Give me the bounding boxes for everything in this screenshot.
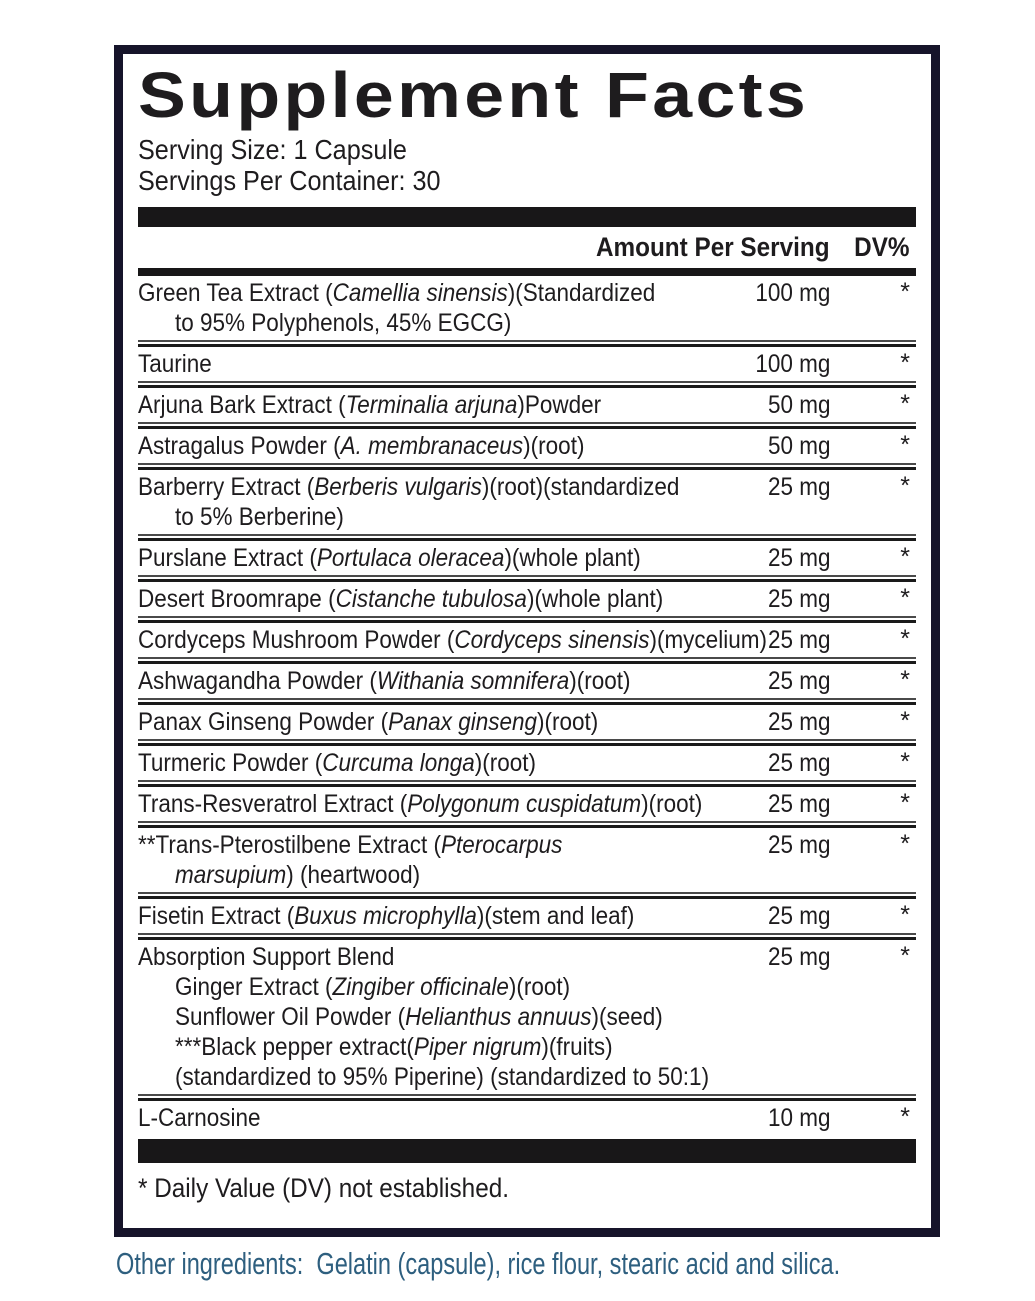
ingredient-amount: 25 mg (767, 748, 830, 777)
servings-per-container: Servings Per Container: 30 (138, 164, 441, 196)
daily-value-footnote: * Daily Value (DV) not established. (138, 1172, 509, 1203)
ingredient-amount: 50 mg (767, 390, 830, 419)
row-separator (138, 339, 916, 347)
row-separator (138, 615, 916, 623)
ingredient-dv: * (900, 1102, 910, 1131)
table-row: Desert Broomrape (Cistanche tubulosa)(wh… (138, 582, 916, 616)
table-row: Turmeric Powder (Curcuma longa)(root) 25 … (138, 746, 916, 780)
ingredient-name: Desert Broomrape (Cistanche tubulosa)(wh… (138, 584, 664, 613)
ingredient-name: Cordyceps Mushroom Powder (Cordyceps sin… (138, 625, 767, 654)
row-separator (138, 380, 916, 388)
ingredient-amount: 25 mg (767, 666, 830, 695)
row-separator (138, 891, 916, 899)
ingredient-name: L-Carnosine (138, 1103, 261, 1132)
ingredient-amount: 25 mg (767, 901, 830, 930)
table-row: Fisetin Extract (Buxus microphylla)(stem… (138, 899, 916, 933)
column-header-amount: Amount Per Serving (596, 231, 830, 262)
supplement-facts-panel: Supplement Facts Serving Size: 1 Capsule… (114, 45, 940, 1237)
ingredient-dv: * (900, 706, 910, 735)
ingredient-name: Taurine (138, 349, 212, 378)
ingredient-name: Trans-Resveratrol Extract (Polygonum cus… (138, 789, 703, 818)
row-separator (138, 738, 916, 746)
ingredient-dv: * (900, 747, 910, 776)
other-ingredients: Other ingredients: Gelatin (capsule), ri… (116, 1246, 841, 1281)
label-title: Supplement Facts (138, 59, 810, 131)
ingredient-dv: * (900, 542, 910, 571)
ingredient-dv: * (900, 624, 910, 653)
row-separator (138, 779, 916, 787)
ingredient-name: Purslane Extract (Portulaca oleracea)(wh… (138, 543, 641, 572)
ingredient-dv: * (900, 583, 910, 612)
ingredient-name: Absorption Support Blend Ginger Extract (… (138, 942, 710, 1091)
ingredient-dv: * (900, 277, 910, 306)
ingredient-dv: * (900, 941, 910, 970)
ingredient-amount: 100 mg (754, 278, 830, 307)
table-row: Cordyceps Mushroom Powder (Cordyceps sin… (138, 623, 916, 657)
ingredient-amount: 25 mg (767, 830, 830, 859)
ingredient-dv: * (900, 389, 910, 418)
row-separator (138, 533, 916, 541)
ingredient-dv: * (900, 788, 910, 817)
ingredient-name: Turmeric Powder (Curcuma longa)(root) (138, 748, 537, 777)
row-separator (138, 1093, 916, 1101)
ingredient-amount: 25 mg (767, 543, 830, 572)
row-separator (138, 932, 916, 940)
ingredient-rows: Green Tea Extract (Camellia sinensis)(St… (138, 276, 916, 1135)
ingredient-dv: * (900, 900, 910, 929)
table-header: Amount Per Serving DV% (138, 227, 916, 268)
ingredient-dv: * (900, 665, 910, 694)
ingredient-name: **Trans-Pterostilbene Extract (Pterocarp… (138, 830, 563, 889)
ingredient-dv: * (900, 829, 910, 858)
table-row: Barberry Extract (Berberis vulgaris)(roo… (138, 470, 916, 534)
table-row: Purslane Extract (Portulaca oleracea)(wh… (138, 541, 916, 575)
table-row: Panax Ginseng Powder (Panax ginseng)(roo… (138, 705, 916, 739)
table-row: Trans-Resveratrol Extract (Polygonum cus… (138, 787, 916, 821)
ingredient-amount: 10 mg (767, 1103, 830, 1132)
serving-size: Serving Size: 1 Capsule (138, 134, 407, 166)
table-row: **Trans-Pterostilbene Extract (Pterocarp… (138, 828, 916, 892)
row-separator (138, 820, 916, 828)
table-row: Ashwagandha Powder (Withania somnifera)(… (138, 664, 916, 698)
divider-bar-bottom (138, 1138, 916, 1163)
table-row: Green Tea Extract (Camellia sinensis)(St… (138, 276, 916, 340)
row-separator (138, 421, 916, 429)
ingredient-name: Fisetin Extract (Buxus microphylla)(stem… (138, 901, 635, 930)
ingredient-name: Barberry Extract (Berberis vulgaris)(roo… (138, 472, 680, 531)
header-underline-bar (138, 267, 916, 276)
ingredient-dv: * (900, 471, 910, 500)
row-separator (138, 697, 916, 705)
ingredient-amount: 25 mg (767, 707, 830, 736)
table-row: Arjuna Bark Extract (Terminalia arjuna)P… (138, 388, 916, 422)
table-row: Astragalus Powder (A. membranaceus)(root… (138, 429, 916, 463)
ingredient-amount: 25 mg (767, 472, 830, 501)
ingredient-amount: 25 mg (767, 942, 830, 971)
ingredient-name: Ashwagandha Powder (Withania somnifera)(… (138, 666, 631, 695)
ingredient-name: Green Tea Extract (Camellia sinensis)(St… (138, 278, 656, 337)
table-row: Absorption Support Blend Ginger Extract (… (138, 940, 916, 1094)
row-separator (138, 574, 916, 582)
column-header-dv: DV% (854, 231, 910, 262)
ingredient-amount: 50 mg (767, 431, 830, 460)
ingredient-dv: * (900, 430, 910, 459)
row-separator (138, 656, 916, 664)
table-row: L-Carnosine 10 mg * (138, 1101, 916, 1135)
ingredient-name: Arjuna Bark Extract (Terminalia arjuna)P… (138, 390, 602, 419)
ingredient-amount: 25 mg (767, 789, 830, 818)
row-separator (138, 462, 916, 470)
ingredient-amount: 100 mg (754, 349, 830, 378)
ingredient-name: Panax Ginseng Powder (Panax ginseng)(roo… (138, 707, 599, 736)
ingredient-dv: * (900, 348, 910, 377)
ingredient-amount: 25 mg (767, 625, 830, 654)
ingredient-amount: 25 mg (767, 584, 830, 613)
table-row: Taurine 100 mg * (138, 347, 916, 381)
ingredient-name: Astragalus Powder (A. membranaceus)(root… (138, 431, 585, 460)
divider-bar-top (138, 206, 916, 227)
